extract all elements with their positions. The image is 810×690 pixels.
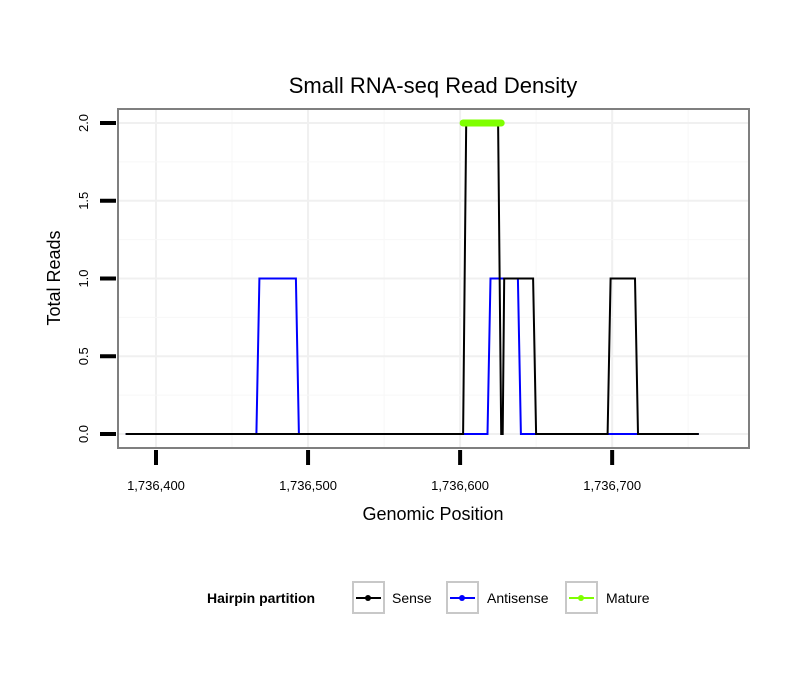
legend-item-antisense: Antisense — [446, 581, 549, 614]
legend-label-mature: Mature — [606, 590, 650, 606]
x-axis: 1,736,400 1,736,500 1,736,600 1,736,700 — [127, 450, 641, 493]
x-axis-title: Genomic Position — [362, 504, 503, 524]
x-tick-label: 1,736,500 — [279, 478, 337, 493]
x-tick-label: 1,736,700 — [583, 478, 641, 493]
y-axis: 0.0 0.5 1.0 1.5 2.0 — [76, 114, 116, 443]
legend-dot-mature — [578, 595, 584, 601]
y-tick-label: 2.0 — [76, 114, 91, 132]
series-lines — [125, 119, 699, 435]
legend-dot-antisense — [459, 595, 465, 601]
grid — [118, 109, 749, 448]
x-tick-label: 1,736,400 — [127, 478, 185, 493]
legend-item-mature: Mature — [565, 581, 650, 614]
y-tick-label: 1.5 — [76, 192, 91, 210]
legend-label-antisense: Antisense — [487, 590, 549, 606]
legend-title: Hairpin partition — [207, 590, 315, 606]
y-tick-label: 0.5 — [76, 347, 91, 365]
plot-panel-border — [117, 108, 750, 449]
legend: Hairpin partition Sense Antisense Mature — [207, 581, 650, 614]
legend-label-sense: Sense — [392, 590, 432, 606]
y-axis-title: Total Reads — [44, 230, 64, 325]
y-tick-label: 0.0 — [76, 425, 91, 443]
legend-dot-sense — [365, 595, 371, 601]
chart-title: Small RNA-seq Read Density — [289, 73, 578, 98]
y-tick-label: 1.0 — [76, 269, 91, 287]
x-tick-label: 1,736,600 — [431, 478, 489, 493]
legend-item-sense: Sense — [352, 581, 432, 614]
